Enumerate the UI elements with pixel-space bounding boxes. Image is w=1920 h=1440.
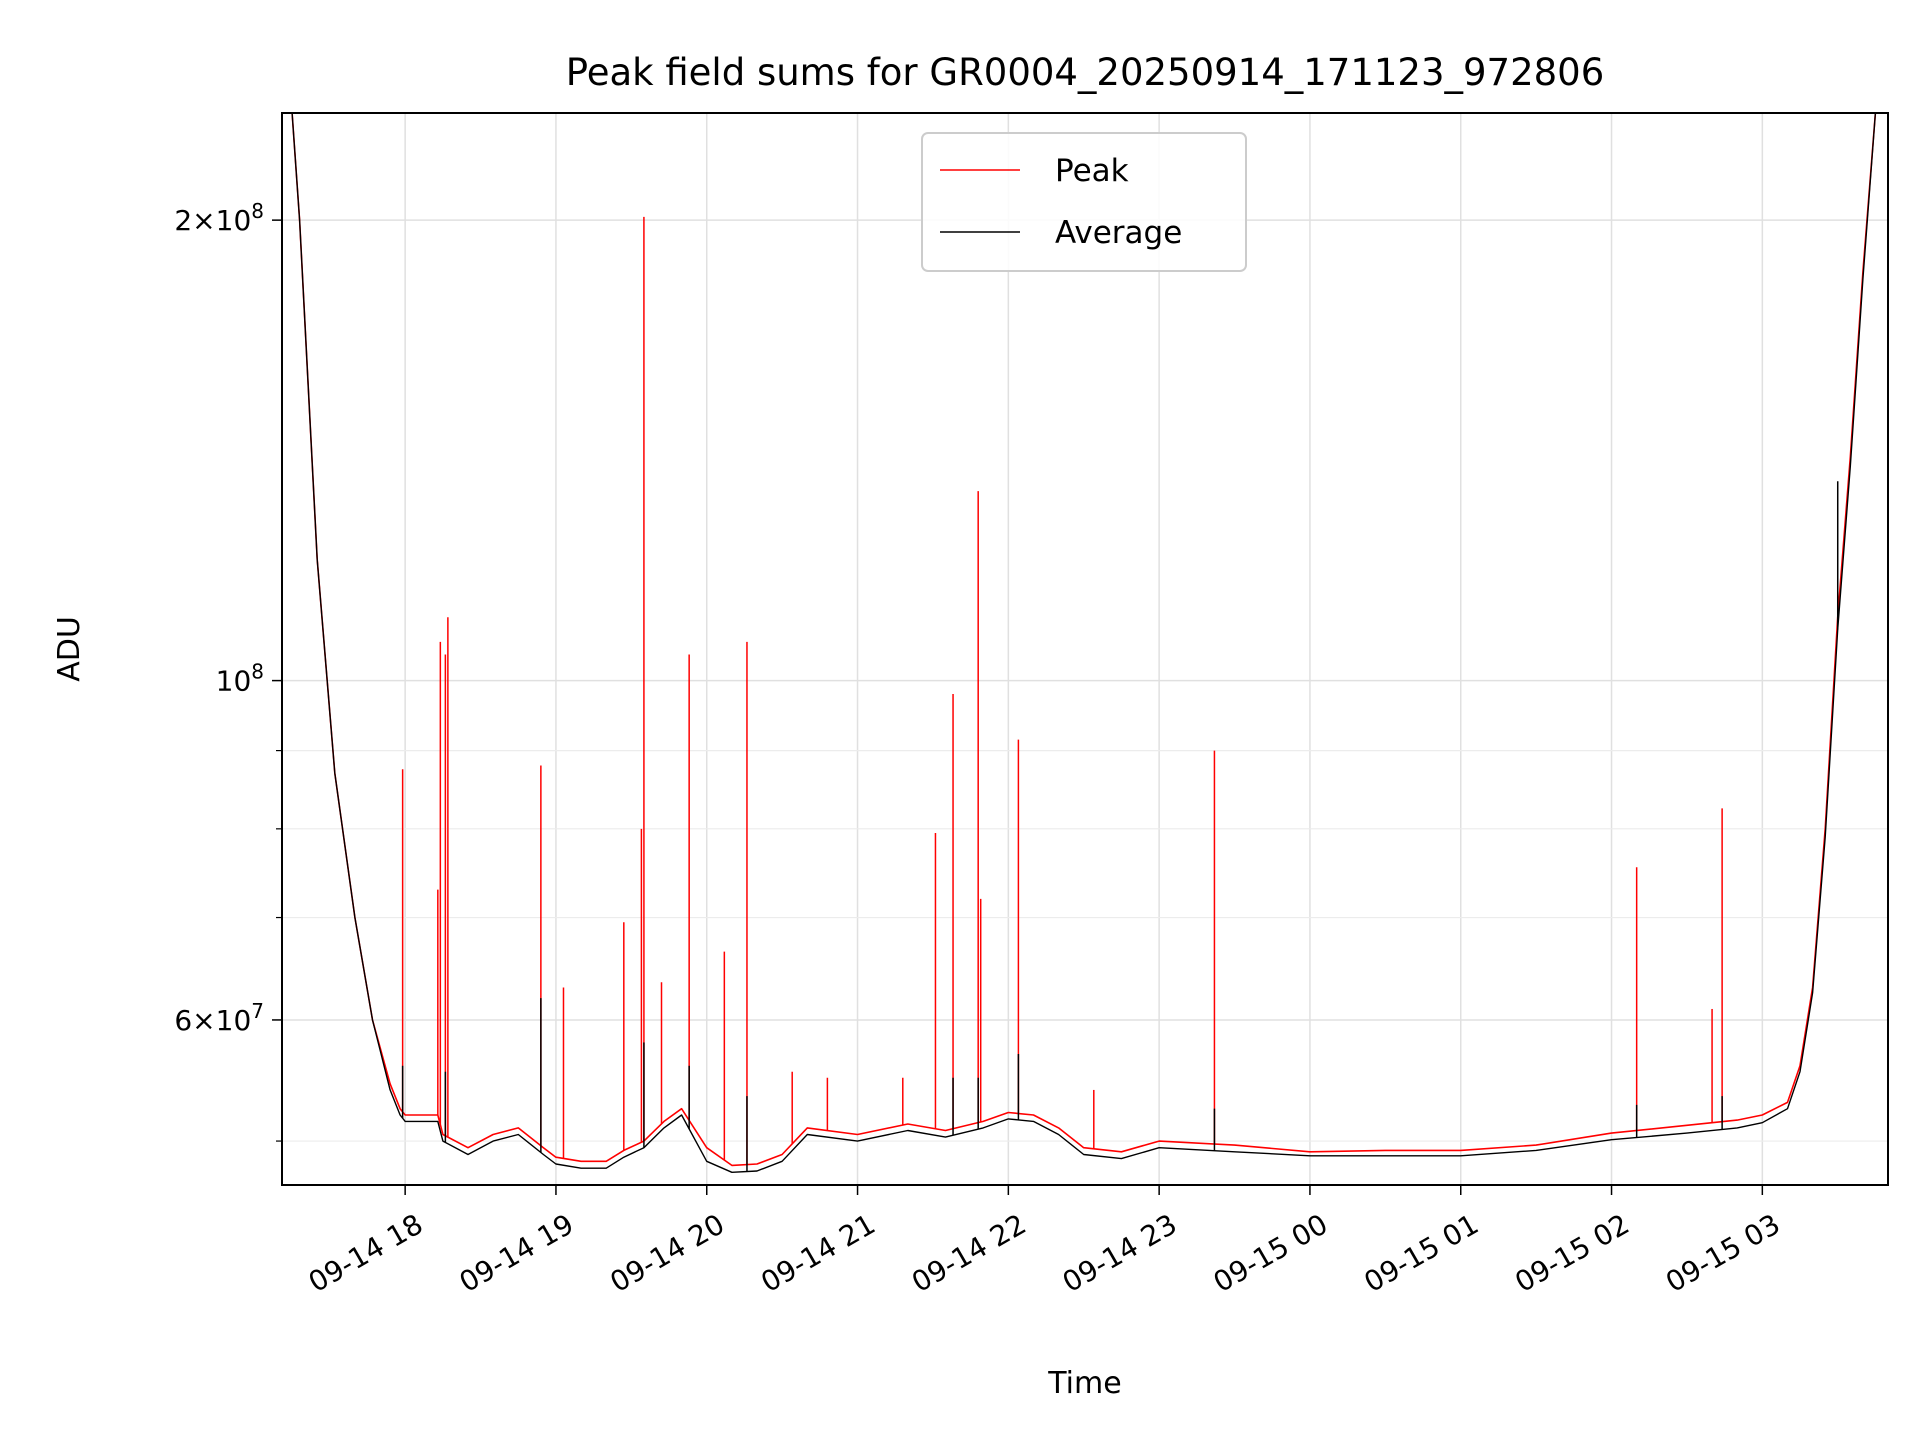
plot-series xyxy=(282,112,1888,1174)
plot-frame xyxy=(281,112,1889,1186)
y-tick-label: 6×107 xyxy=(174,999,264,1037)
legend-box xyxy=(921,132,1247,272)
y-tick-label: 108 xyxy=(216,660,264,698)
legend-label-average: Average xyxy=(1055,215,1182,251)
y-tick-label: 2×108 xyxy=(174,199,264,237)
series-line-average xyxy=(282,112,1888,1174)
grid xyxy=(282,113,1888,1185)
legend-label-peak: Peak xyxy=(1055,153,1129,189)
x-axis-label: Time xyxy=(1047,1366,1121,1401)
series-peak xyxy=(282,112,1888,1167)
legend: Peak Average xyxy=(921,132,1247,272)
series-line-peak xyxy=(282,112,1888,1167)
y-axis: 6×107 108 2×108 xyxy=(174,199,282,1142)
series-average xyxy=(282,112,1888,1174)
chart-title: Peak field sums for GR0004_20250914_1711… xyxy=(566,51,1605,94)
y-axis-label: ADU xyxy=(52,616,87,682)
